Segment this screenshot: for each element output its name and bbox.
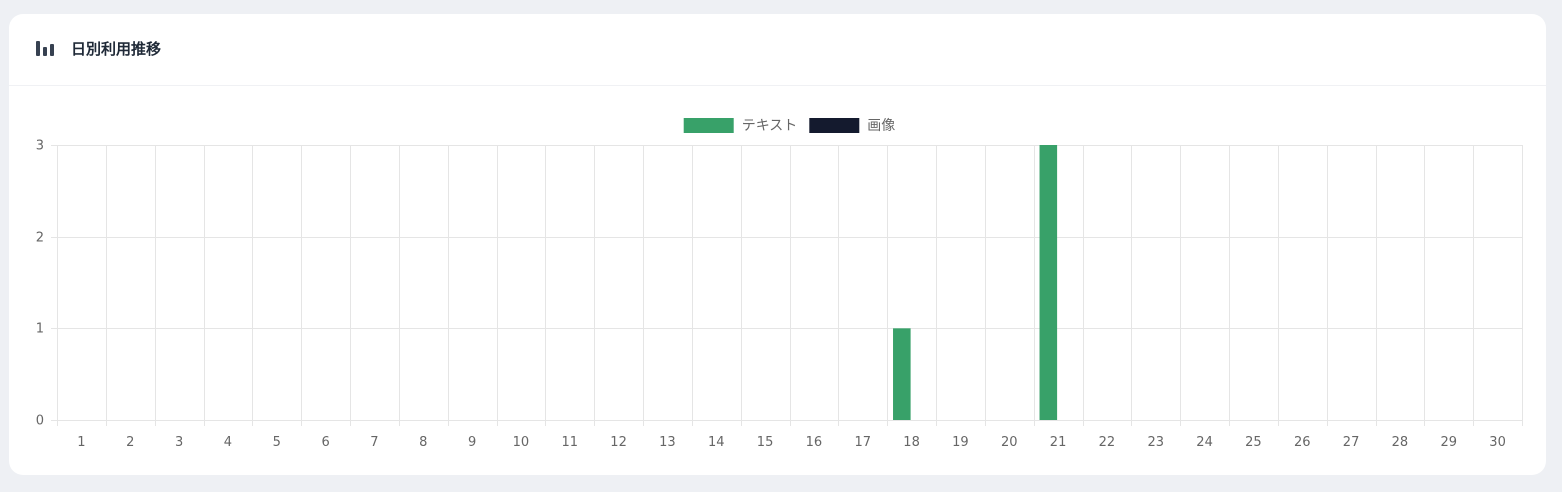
x-tick-label: 10 [513,435,530,450]
x-tick-label: 4 [224,435,232,450]
x-tick-label: 25 [1245,435,1262,450]
x-tick-label: 11 [561,435,578,450]
card-title: 日別利用推移 [71,40,162,58]
x-tick-label: 24 [1196,435,1213,450]
x-tick-label: 20 [1001,435,1018,450]
x-tick-label: 12 [610,435,627,450]
x-tick-label: 8 [419,435,427,450]
x-tick-label: 3 [175,435,183,450]
bar-chart-icon [36,39,56,56]
bar [1039,145,1058,420]
x-tick-label: 17 [854,435,871,450]
x-tick-label: 23 [1147,435,1164,450]
x-tick-label: 28 [1392,435,1409,450]
legend-swatch [683,118,734,133]
x-tick-label: 30 [1489,435,1506,450]
x-tick-label: 9 [468,435,476,450]
y-tick-label: 3 [36,139,44,154]
x-tick-label: 14 [708,435,725,450]
legend-label: 画像 [867,118,895,134]
x-tick-label: 26 [1294,435,1311,450]
daily-usage-card: 日別利用推移 [9,14,1546,475]
x-tick-label: 7 [370,435,378,450]
x-tick-label: 6 [321,435,329,450]
card-header: 日別利用推移 [9,14,1546,86]
x-tick-label: 29 [1440,435,1457,450]
x-tick-label: 21 [1050,435,1067,450]
x-tick-label: 18 [903,435,920,450]
x-tick-label: 5 [273,435,281,450]
x-tick-label: 27 [1343,435,1360,450]
y-tick-label: 1 [36,322,44,337]
x-tick-label: 1 [77,435,85,450]
x-tick-label: 22 [1099,435,1116,450]
x-tick-label: 2 [126,435,134,450]
legend-label: テキスト [742,118,798,134]
y-tick-label: 2 [36,231,44,246]
legend-swatch [809,118,860,133]
x-tick-label: 15 [757,435,774,450]
x-tick-label: 16 [806,435,823,450]
x-tick-label: 13 [659,435,676,450]
x-tick-label: 19 [952,435,969,450]
bar [893,328,911,420]
y-tick-label: 0 [36,414,44,429]
